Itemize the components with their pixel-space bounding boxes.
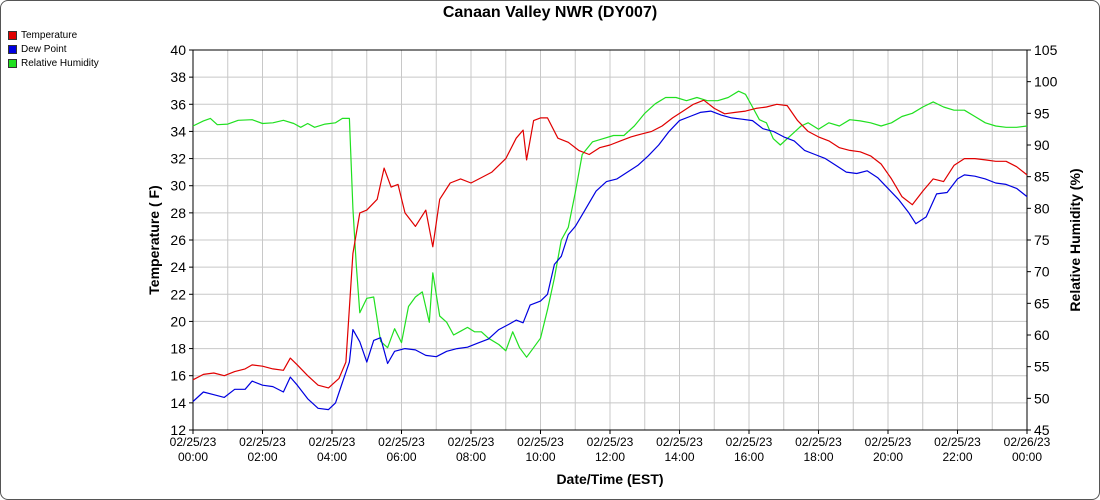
x-tick-date: 02/26/23 bbox=[1004, 435, 1051, 449]
x-tick-date: 02/25/23 bbox=[170, 435, 217, 449]
x-tick-time: 16:00 bbox=[734, 450, 764, 464]
y-tick-label: 28 bbox=[170, 205, 186, 221]
x-tick-date: 02/25/23 bbox=[726, 435, 773, 449]
y-tick-label: 24 bbox=[170, 259, 186, 275]
y2-tick-label: 105 bbox=[1034, 42, 1058, 58]
y-tick-label: 20 bbox=[170, 313, 186, 329]
y2-axis-label: Relative Humidity (%) bbox=[1067, 168, 1083, 311]
y-tick-label: 36 bbox=[170, 96, 186, 112]
y2-tick-label: 90 bbox=[1034, 137, 1050, 153]
legend-swatch-temperature bbox=[8, 30, 17, 40]
y-tick-label: 26 bbox=[170, 232, 186, 248]
y2-tick-label: 85 bbox=[1034, 169, 1050, 185]
y2-tick-label: 80 bbox=[1034, 200, 1050, 216]
x-axis-label: Date/Time (EST) bbox=[556, 471, 663, 487]
legend-item-temperature: Temperature bbox=[8, 28, 99, 42]
x-tick-time: 08:00 bbox=[456, 450, 486, 464]
y-tick-label: 30 bbox=[170, 178, 186, 194]
y-tick-label: 14 bbox=[170, 395, 186, 411]
y-tick-label: 12 bbox=[170, 422, 186, 438]
x-tick-time: 00:00 bbox=[1012, 450, 1042, 464]
series-line-dew-point bbox=[192, 110, 1028, 411]
y2-tick-label: 65 bbox=[1034, 295, 1050, 311]
x-tick-time: 02:00 bbox=[247, 450, 277, 464]
legend-swatch-dew-point bbox=[8, 44, 17, 54]
x-tick-time: 20:00 bbox=[873, 450, 903, 464]
legend-label-temperature: Temperature bbox=[21, 29, 78, 41]
x-tick-time: 00:00 bbox=[178, 450, 208, 464]
series-line-temperature bbox=[192, 99, 1028, 389]
y-tick-label: 38 bbox=[170, 69, 186, 85]
x-tick-time: 10:00 bbox=[525, 450, 555, 464]
x-tick-date: 02/25/23 bbox=[378, 435, 425, 449]
y2-tick-label: 100 bbox=[1034, 74, 1058, 90]
x-tick-date: 02/25/23 bbox=[934, 435, 981, 449]
x-tick-date: 02/25/23 bbox=[239, 435, 286, 449]
legend: Temperature Dew Point Relative Humidity bbox=[8, 28, 99, 70]
chart-title: Canaan Valley NWR (DY007) bbox=[442, 4, 658, 21]
series-line-relative-humidity bbox=[192, 90, 1028, 358]
x-tick-time: 18:00 bbox=[803, 450, 833, 464]
y-tick-label: 32 bbox=[170, 151, 186, 167]
y2-tick-label: 95 bbox=[1034, 105, 1050, 121]
x-tick-date: 02/25/23 bbox=[448, 435, 495, 449]
legend-item-dew-point: Dew Point bbox=[8, 42, 99, 56]
x-tick-time: 12:00 bbox=[595, 450, 625, 464]
y-axis-label: Temperature ( F) bbox=[146, 185, 162, 294]
y-tick-label: 34 bbox=[170, 123, 186, 139]
y2-tick-label: 45 bbox=[1034, 422, 1050, 438]
x-tick-date: 02/25/23 bbox=[795, 435, 842, 449]
legend-label-relative-humidity: Relative Humidity bbox=[21, 57, 99, 69]
plot-border bbox=[192, 49, 1028, 431]
y2-tick-label: 55 bbox=[1034, 359, 1050, 375]
legend-label-dew-point: Dew Point bbox=[21, 43, 67, 55]
y2-tick-label: 50 bbox=[1034, 390, 1050, 406]
x-tick-date: 02/25/23 bbox=[587, 435, 634, 449]
legend-swatch-relative-humidity bbox=[8, 58, 17, 68]
legend-item-relative-humidity: Relative Humidity bbox=[8, 56, 99, 70]
y-tick-label: 16 bbox=[170, 368, 186, 384]
y2-tick-label: 70 bbox=[1034, 264, 1050, 280]
x-tick-time: 06:00 bbox=[386, 450, 416, 464]
x-tick-date: 02/25/23 bbox=[656, 435, 703, 449]
y2-tick-label: 75 bbox=[1034, 232, 1050, 248]
y2-tick-label: 60 bbox=[1034, 327, 1050, 343]
x-tick-time: 04:00 bbox=[317, 450, 347, 464]
x-tick-date: 02/25/23 bbox=[517, 435, 564, 449]
x-tick-time: 14:00 bbox=[664, 450, 694, 464]
y-tick-label: 18 bbox=[170, 341, 186, 357]
x-tick-date: 02/25/23 bbox=[865, 435, 912, 449]
y-tick-label: 22 bbox=[170, 286, 186, 302]
x-tick-date: 02/25/23 bbox=[309, 435, 356, 449]
x-tick-time: 22:00 bbox=[942, 450, 972, 464]
y-tick-label: 40 bbox=[170, 42, 186, 58]
